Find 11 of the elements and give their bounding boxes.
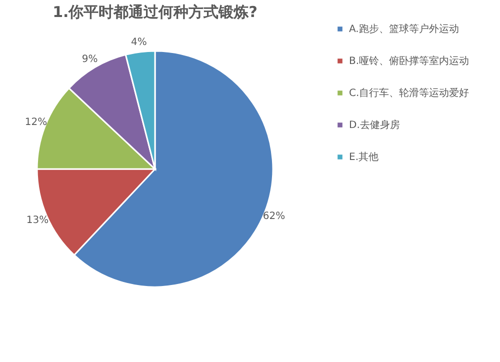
- legend-label: B.哑铃、俯卧撑等室内运动: [349, 55, 470, 67]
- legend-label: A.跑步、篮球等户外运动: [349, 23, 459, 35]
- data-label: 62%: [262, 211, 286, 222]
- legend-label: E.其他: [349, 151, 378, 163]
- legend-label: D.去健身房: [349, 119, 400, 131]
- data-label: 13%: [26, 214, 49, 226]
- chart-title: 1.你平时都通过何种方式锻炼?: [52, 3, 258, 21]
- legend-label: C.自行车、轮滑等运动爱好: [349, 87, 470, 99]
- data-label: 9%: [82, 54, 98, 65]
- data-label: 12%: [24, 116, 48, 128]
- data-label: 4%: [131, 37, 147, 48]
